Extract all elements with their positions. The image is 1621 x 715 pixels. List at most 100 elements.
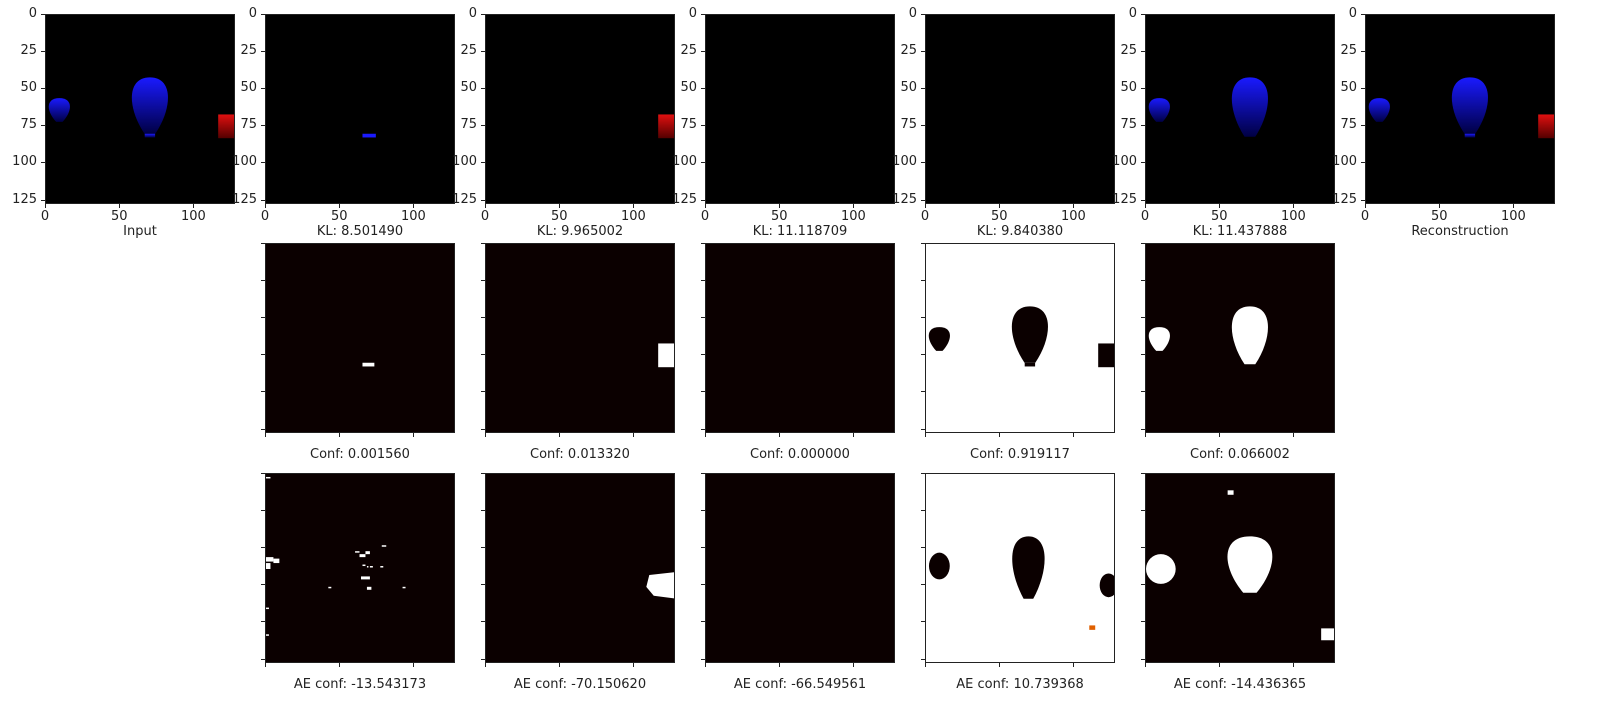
panel-r3-c6: [1145, 473, 1335, 663]
noise-pixel: [266, 607, 269, 610]
noise-pixel: [361, 576, 370, 580]
panel-image: [926, 474, 1114, 662]
y-tick: [921, 199, 925, 201]
x-tick: [1145, 433, 1146, 437]
y-tick: [1141, 473, 1145, 474]
x-tick: [1145, 663, 1146, 667]
y-tick: [1361, 125, 1365, 127]
y-tick-label: 125: [1112, 191, 1137, 207]
panel-caption: Conf: 0.066002: [1190, 447, 1290, 462]
y-tick-label: 25: [1120, 43, 1137, 59]
y-tick: [41, 51, 45, 53]
y-tick-label: 100: [1332, 154, 1357, 170]
x-tick-label: 100: [621, 209, 646, 224]
y-tick: [1141, 88, 1145, 90]
y-tick-label: 50: [240, 80, 257, 96]
x-tick-label: 100: [1281, 209, 1306, 224]
x-tick: [633, 433, 635, 437]
panel-caption: AE conf: -13.543173: [293, 677, 427, 692]
y-tick: [481, 317, 485, 319]
x-tick: [45, 204, 46, 208]
panel-caption: AE conf: -70.150620: [513, 677, 647, 692]
y-tick: [1141, 14, 1145, 15]
y-tick: [701, 243, 705, 244]
noise-pixel: [1089, 625, 1096, 630]
y-tick: [481, 391, 485, 393]
panel-r2-c5: [925, 243, 1115, 433]
x-tick-label: 50: [330, 209, 348, 224]
y-tick: [921, 317, 925, 319]
y-tick: [701, 473, 705, 474]
y-tick-label: 100: [892, 154, 917, 170]
small-balloon: [928, 552, 950, 580]
x-tick: [1145, 204, 1146, 208]
y-tick: [261, 547, 265, 549]
panel-caption: Conf: 0.919117: [970, 447, 1070, 462]
x-tick: [853, 663, 855, 667]
panel-caption: KL: 8.501490: [316, 224, 404, 239]
y-tick: [921, 243, 925, 244]
panel-caption: KL: 9.965002: [536, 224, 624, 239]
x-tick: [779, 204, 781, 208]
panel-image: [486, 15, 674, 203]
y-tick: [261, 243, 265, 244]
x-tick: [999, 204, 1001, 208]
y-tick: [481, 658, 485, 660]
y-tick: [701, 510, 705, 512]
y-tick: [1361, 199, 1365, 201]
y-tick: [921, 280, 925, 282]
x-tick: [1365, 204, 1366, 208]
y-tick: [261, 428, 265, 430]
y-tick-label: 100: [672, 154, 697, 170]
panel-image: [706, 15, 894, 203]
y-tick: [921, 354, 925, 356]
y-tick-label: 50: [680, 80, 697, 96]
balloon-basket: [1464, 133, 1476, 138]
panel-caption: AE conf: -66.549561: [733, 677, 867, 692]
x-tick: [193, 204, 195, 208]
y-tick-label: 75: [680, 117, 697, 133]
panel-r2-c3: [485, 243, 675, 433]
panel-r3-c5: [925, 473, 1115, 663]
noise-pixel: [365, 551, 370, 555]
x-tick: [1293, 204, 1295, 208]
panel-image: [1146, 15, 1334, 203]
y-tick: [481, 473, 485, 474]
x-tick-label: 0: [1140, 209, 1150, 224]
y-tick: [1361, 51, 1365, 53]
y-tick: [481, 125, 485, 127]
x-tick-label: 100: [401, 209, 426, 224]
y-tick: [41, 14, 45, 15]
y-tick: [1141, 243, 1145, 244]
x-tick-label: 50: [770, 209, 788, 224]
y-tick-label: 100: [1112, 154, 1137, 170]
y-tick: [261, 14, 265, 15]
x-tick-label: 100: [1501, 209, 1526, 224]
y-tick-label: 75: [1340, 117, 1357, 133]
panel-image: [266, 15, 454, 203]
y-tick: [261, 391, 265, 393]
y-tick: [481, 14, 485, 15]
y-tick: [261, 125, 265, 127]
y-tick-label: 25: [460, 43, 477, 59]
y-tick: [261, 584, 265, 586]
x-tick: [779, 433, 781, 437]
noise-pixel: [366, 586, 372, 590]
noise-pixel: [366, 566, 369, 568]
panel-r1-c4: [705, 14, 895, 204]
y-tick: [921, 584, 925, 586]
y-tick: [481, 584, 485, 586]
y-tick-label: 100: [12, 154, 37, 170]
y-tick: [481, 354, 485, 356]
y-tick: [701, 88, 705, 90]
y-tick-label: 50: [460, 80, 477, 96]
y-tick: [1141, 621, 1145, 623]
x-tick-label: 100: [841, 209, 866, 224]
y-tick-label: 25: [240, 43, 257, 59]
big-balloon: [131, 77, 168, 134]
small-balloon: [1146, 554, 1176, 584]
y-tick: [481, 547, 485, 549]
y-tick: [41, 199, 45, 201]
noise-pixel: [369, 566, 373, 568]
x-tick: [265, 663, 266, 667]
